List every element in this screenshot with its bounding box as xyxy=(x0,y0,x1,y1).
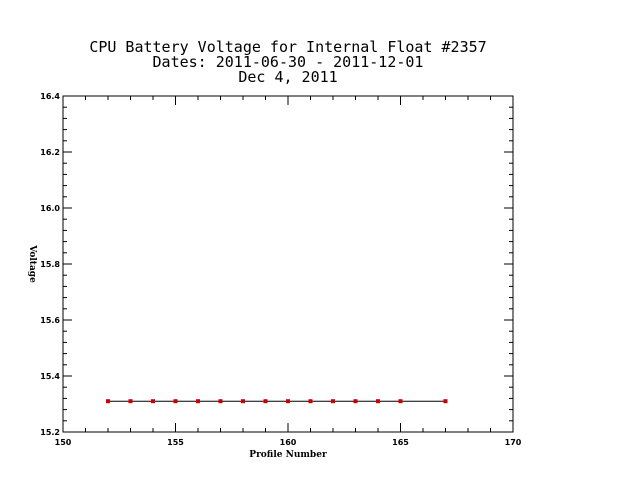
y-tick-label: 15.4 xyxy=(40,372,60,381)
chart-title-line-2: Dates: 2011-06-30 - 2011-12-01 xyxy=(153,53,424,71)
plot-frame xyxy=(62,95,514,433)
data-point xyxy=(218,399,223,404)
x-tick-label: 150 xyxy=(55,438,72,447)
y-tick-label: 16.0 xyxy=(40,204,60,213)
x-tick-label: 165 xyxy=(392,438,409,447)
data-point xyxy=(173,399,178,404)
data-point xyxy=(196,399,200,404)
x-tick-label: 170 xyxy=(505,438,522,447)
x-tick-label: 160 xyxy=(280,438,297,447)
data-point xyxy=(443,399,448,404)
data-point xyxy=(308,399,313,404)
data-point xyxy=(286,399,290,404)
data-point xyxy=(398,399,403,404)
data-point xyxy=(263,399,268,404)
chart-title-line-3: Dec 4, 2011 xyxy=(238,68,337,86)
series-markers xyxy=(106,399,448,404)
y-axis-tick-labels: 15.2 15.4 15.6 15.8 16.0 16.2 16.4 xyxy=(40,92,60,437)
y-tick-label: 16.2 xyxy=(40,148,60,157)
data-point xyxy=(241,399,245,404)
y-axis-label: Voltage xyxy=(27,244,37,283)
y-tick-label: 15.6 xyxy=(40,316,60,325)
data-point xyxy=(353,399,358,404)
chart-title-line-1: CPU Battery Voltage for Internal Float #… xyxy=(89,38,486,56)
data-point xyxy=(376,399,380,404)
y-tick-label: 16.4 xyxy=(40,92,60,101)
data-point xyxy=(151,399,155,404)
y-axis-ticks xyxy=(63,95,513,433)
y-tick-label: 15.2 xyxy=(40,428,60,437)
x-axis-ticks xyxy=(62,96,514,432)
x-axis-tick-labels: 150 155 160 165 170 xyxy=(55,438,522,447)
x-tick-label: 155 xyxy=(167,438,184,447)
x-axis-label: Profile Number xyxy=(249,450,327,460)
data-point xyxy=(106,399,110,404)
data-point xyxy=(128,399,133,404)
data-point xyxy=(331,399,335,404)
y-tick-label: 15.8 xyxy=(40,260,60,269)
